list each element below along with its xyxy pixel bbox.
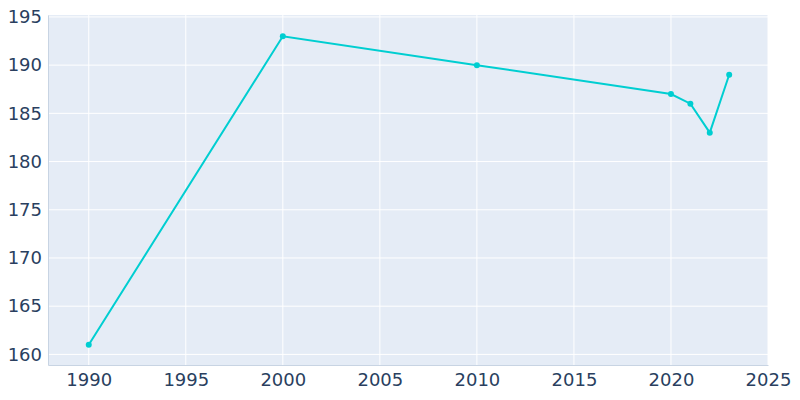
tick: 175 — [8, 199, 48, 220]
point — [707, 130, 713, 136]
tick: 1995 — [163, 365, 209, 390]
tick-label: 160 — [8, 344, 42, 365]
marks — [86, 33, 732, 348]
x-axis: 1990 1995 2000 2005 2010 2015 2020 2025 — [49, 365, 792, 390]
y-grid-line — [48, 113, 768, 114]
tick-label: 1995 — [163, 369, 209, 390]
y-grid-line — [48, 306, 768, 307]
tick-label: 190 — [8, 54, 42, 75]
y-grid-line — [48, 65, 768, 66]
axis-line — [48, 16, 49, 366]
tick: 1990 — [66, 365, 112, 390]
chart: 1990 1995 2000 2005 2010 2015 2020 2025 160 165 17… — [0, 0, 800, 400]
point — [86, 342, 92, 348]
tick: 2015 — [552, 365, 598, 390]
point — [726, 72, 732, 78]
plot: 1990 1995 2000 2005 2010 2015 2020 2025 160 165 17… — [8, 6, 792, 390]
tick: 180 — [8, 151, 48, 172]
tick: 2020 — [649, 365, 695, 390]
tick: 185 — [8, 103, 48, 124]
tick-label: 2000 — [260, 369, 306, 390]
x-grid-line — [768, 15, 769, 365]
point — [474, 62, 480, 68]
point — [280, 33, 286, 39]
y-grid-line — [48, 161, 768, 162]
x-grid-line — [379, 15, 380, 365]
x-grid-line — [573, 15, 574, 365]
tick: 195 — [8, 6, 48, 27]
tick: 2000 — [260, 365, 306, 390]
point — [668, 91, 674, 97]
tick-label: 2020 — [649, 369, 695, 390]
tick: 2025 — [746, 365, 792, 390]
grid — [48, 15, 768, 365]
x-grid-line — [282, 15, 283, 365]
tick: 2005 — [357, 365, 403, 390]
tick-label: 185 — [8, 103, 42, 124]
tick: 160 — [8, 344, 48, 365]
tick: 2010 — [454, 365, 500, 390]
y-grid-line — [48, 16, 768, 17]
axis-line — [49, 365, 769, 366]
point — [687, 101, 693, 107]
line — [89, 36, 729, 345]
x-grid-line — [88, 15, 89, 365]
y-grid-line — [48, 257, 768, 258]
y-axis: 160 165 170 175 180 185 190 195 — [8, 6, 49, 365]
tick-label: 180 — [8, 151, 42, 172]
tick-label: 2005 — [357, 369, 403, 390]
tick-label: 170 — [8, 247, 42, 268]
tick-label: 1990 — [66, 369, 112, 390]
tick-label: 195 — [8, 6, 42, 27]
tick: 170 — [8, 247, 48, 268]
tick-label: 2025 — [746, 369, 792, 390]
tick-label: 2015 — [552, 369, 598, 390]
y-grid-line — [48, 354, 768, 355]
plot-background — [48, 15, 768, 365]
x-grid-line — [670, 15, 671, 365]
tick-label: 175 — [8, 199, 42, 220]
tick: 165 — [8, 295, 48, 316]
y-grid-line — [48, 209, 768, 210]
tick: 190 — [8, 54, 48, 75]
tick-label: 2010 — [454, 369, 500, 390]
tick-label: 165 — [8, 295, 42, 316]
